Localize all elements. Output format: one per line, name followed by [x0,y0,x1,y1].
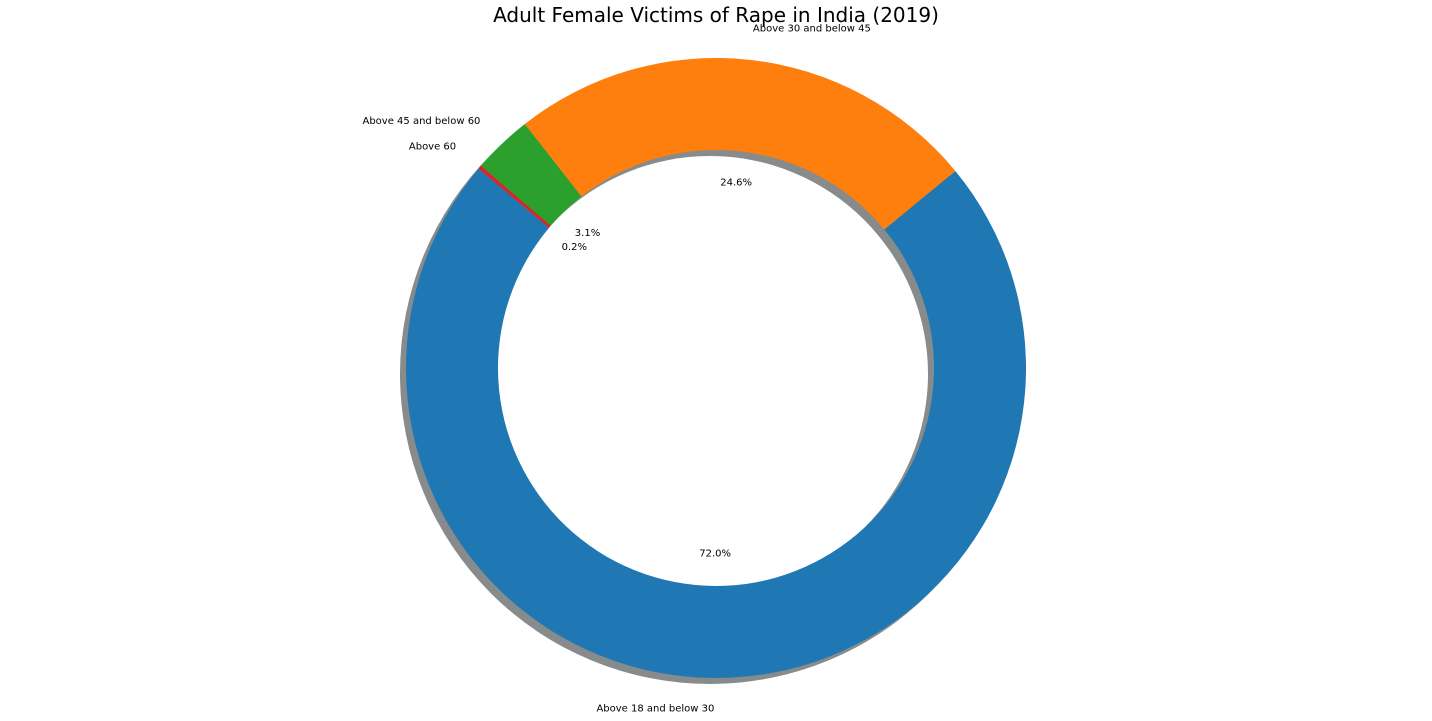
slice-labels: Above 18 and below 30 Above 30 and below … [362,24,870,715]
slice-above-45-and-below-60 [481,124,582,226]
slice-label-above-30-and-below-45: Above 30 and below 45 [753,24,871,35]
slice-label-above-18-and-below-30: Above 18 and below 30 [596,703,714,714]
slice-above-60 [478,165,551,228]
chart-title: Adult Female Victims of Rape in India (2… [493,3,939,27]
percent-label-above-45-and-below-60: 3.1% [575,228,600,239]
percent-label-above-18-and-below-30: 72.0% [699,548,731,559]
percent-labels: 72.0% 24.6% 3.1% 0.2% [562,178,752,560]
slice-label-above-60: Above 60 [409,142,456,153]
slice-label-above-45-and-below-60: Above 45 and below 60 [362,116,480,127]
percent-label-above-30-and-below-45: 24.6% [720,178,752,189]
slice-above-30-and-below-45 [524,58,956,230]
slices [406,58,1026,678]
slice-above-18-and-below-30 [406,168,1026,678]
percent-label-above-60: 0.2% [562,242,587,253]
